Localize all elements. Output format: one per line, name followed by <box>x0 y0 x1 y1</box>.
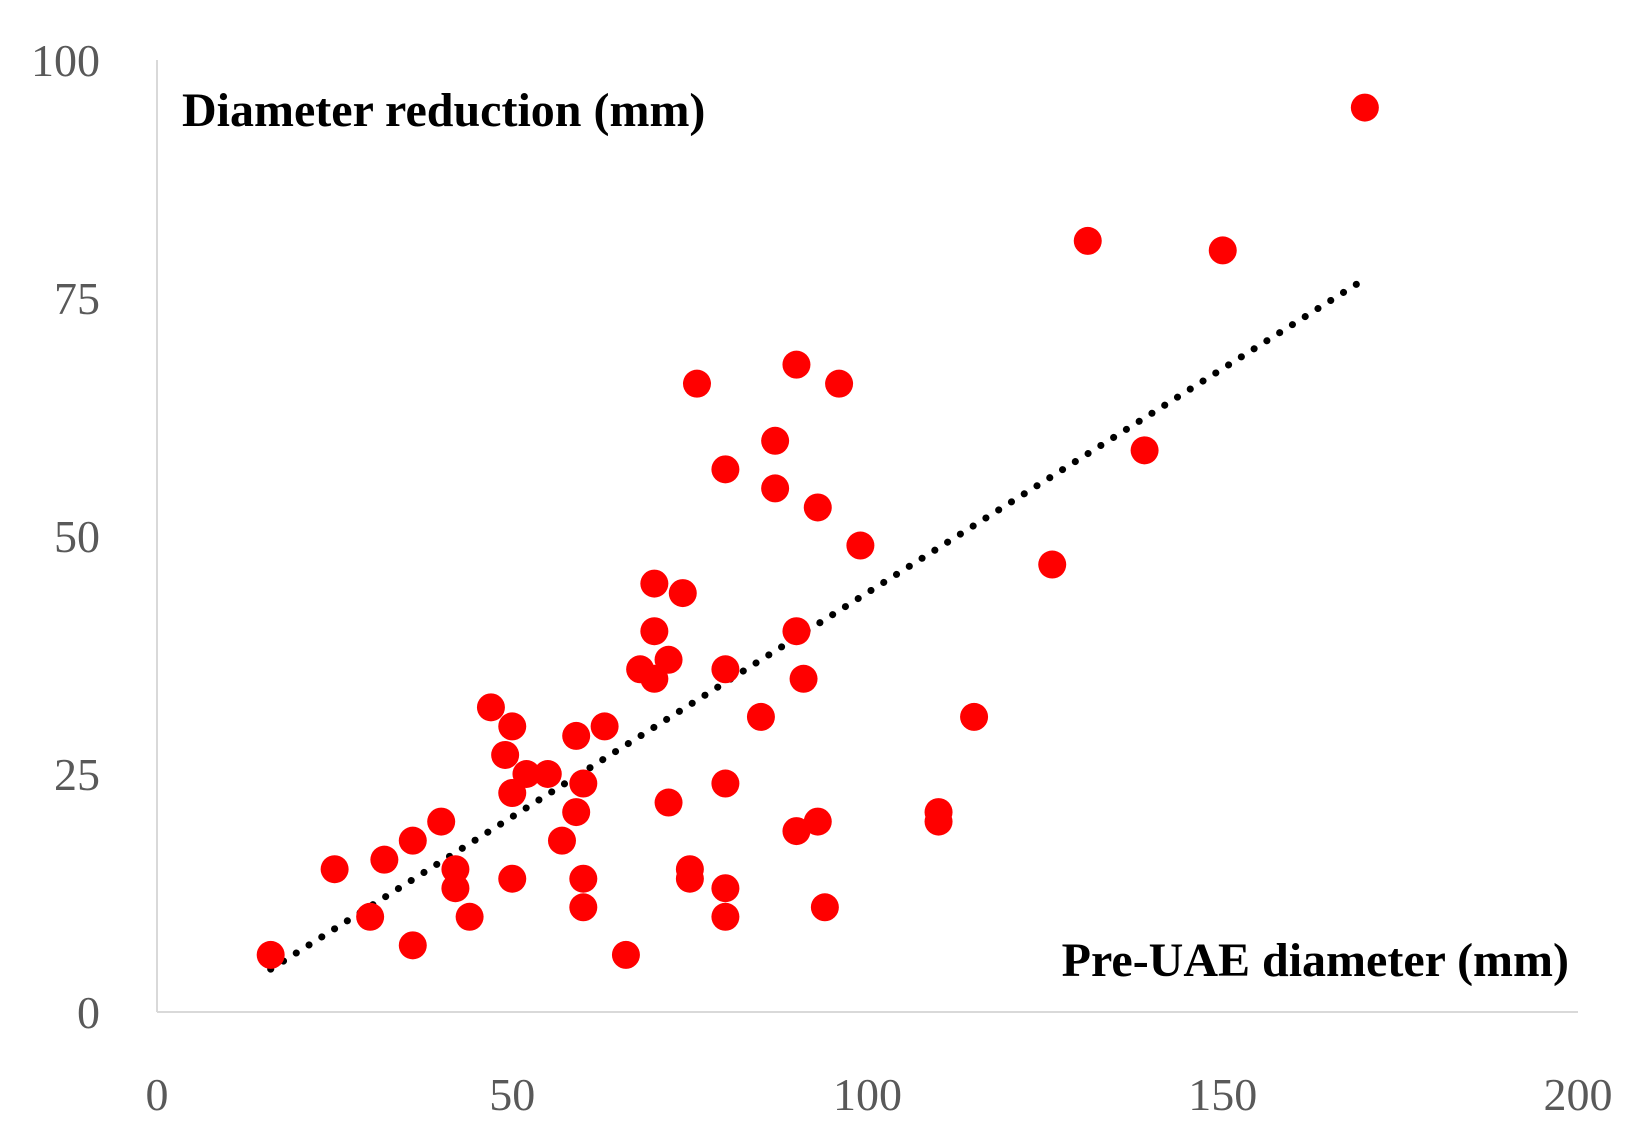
data-point <box>846 531 875 560</box>
data-point <box>711 902 740 931</box>
data-point <box>398 826 427 855</box>
data-point <box>640 569 669 598</box>
y-tick-label: 0 <box>77 987 100 1038</box>
data-point <box>640 664 669 693</box>
y-tick-label: 50 <box>54 511 100 562</box>
y-tick-label: 75 <box>54 273 100 324</box>
data-point <box>498 712 527 741</box>
data-point <box>476 693 505 722</box>
data-point <box>675 864 704 893</box>
data-point <box>590 712 619 741</box>
data-point <box>711 655 740 684</box>
data-point <box>761 474 790 503</box>
x-axis-title: Pre-UAE diameter (mm) <box>1062 934 1569 987</box>
data-point <box>1038 550 1067 579</box>
data-point <box>810 893 839 922</box>
y-tick-label: 25 <box>54 749 100 800</box>
data-point <box>803 807 832 836</box>
data-point <box>256 940 285 969</box>
data-point <box>569 893 598 922</box>
data-point <box>455 902 484 931</box>
data-point <box>924 807 953 836</box>
data-point <box>562 721 591 750</box>
data-point <box>569 769 598 798</box>
y-axis-title: Diameter reduction (mm) <box>182 84 705 137</box>
data-point <box>761 426 790 455</box>
data-point <box>711 769 740 798</box>
data-point <box>611 940 640 969</box>
data-point <box>782 350 811 379</box>
trendline-path <box>267 275 1369 973</box>
data-point <box>1350 93 1379 122</box>
data-point <box>1208 236 1237 265</box>
data-point <box>398 931 427 960</box>
data-point <box>682 369 711 398</box>
data-point <box>569 864 598 893</box>
data-point <box>512 760 541 788</box>
data-point <box>427 807 456 836</box>
data-point <box>562 798 591 827</box>
data-point <box>803 493 832 522</box>
x-tick-label: 50 <box>489 1069 535 1120</box>
x-tick-label: 0 <box>146 1069 169 1120</box>
data-point <box>654 645 683 674</box>
data-point <box>498 779 527 808</box>
tick-labels: 0 50 100 150 200 0 25 50 75 100 <box>31 35 1613 1120</box>
data-point <box>547 826 576 855</box>
data-point <box>960 702 989 731</box>
data-point <box>533 760 562 788</box>
data-point <box>491 740 520 769</box>
data-point <box>825 369 854 398</box>
data-point <box>746 702 775 731</box>
data-point <box>1073 226 1102 255</box>
data-point <box>1130 436 1159 465</box>
data-point <box>498 864 527 893</box>
data-point <box>320 855 349 884</box>
y-tick-label: 100 <box>31 35 100 86</box>
data-point <box>782 617 811 646</box>
data-point <box>711 455 740 484</box>
x-tick-label: 150 <box>1188 1069 1257 1120</box>
data-point <box>668 579 697 608</box>
x-tick-label: 200 <box>1544 1069 1613 1120</box>
data-point <box>782 817 811 846</box>
data-point <box>789 664 818 693</box>
x-tick-label: 100 <box>833 1069 902 1120</box>
data-point <box>356 902 385 931</box>
data-point <box>640 617 669 646</box>
data-point <box>711 874 740 903</box>
data-point <box>441 874 470 903</box>
data-points <box>256 93 1379 969</box>
data-point <box>654 788 683 817</box>
data-point <box>370 845 399 874</box>
trendline <box>267 275 1369 973</box>
axes <box>156 60 1578 1013</box>
